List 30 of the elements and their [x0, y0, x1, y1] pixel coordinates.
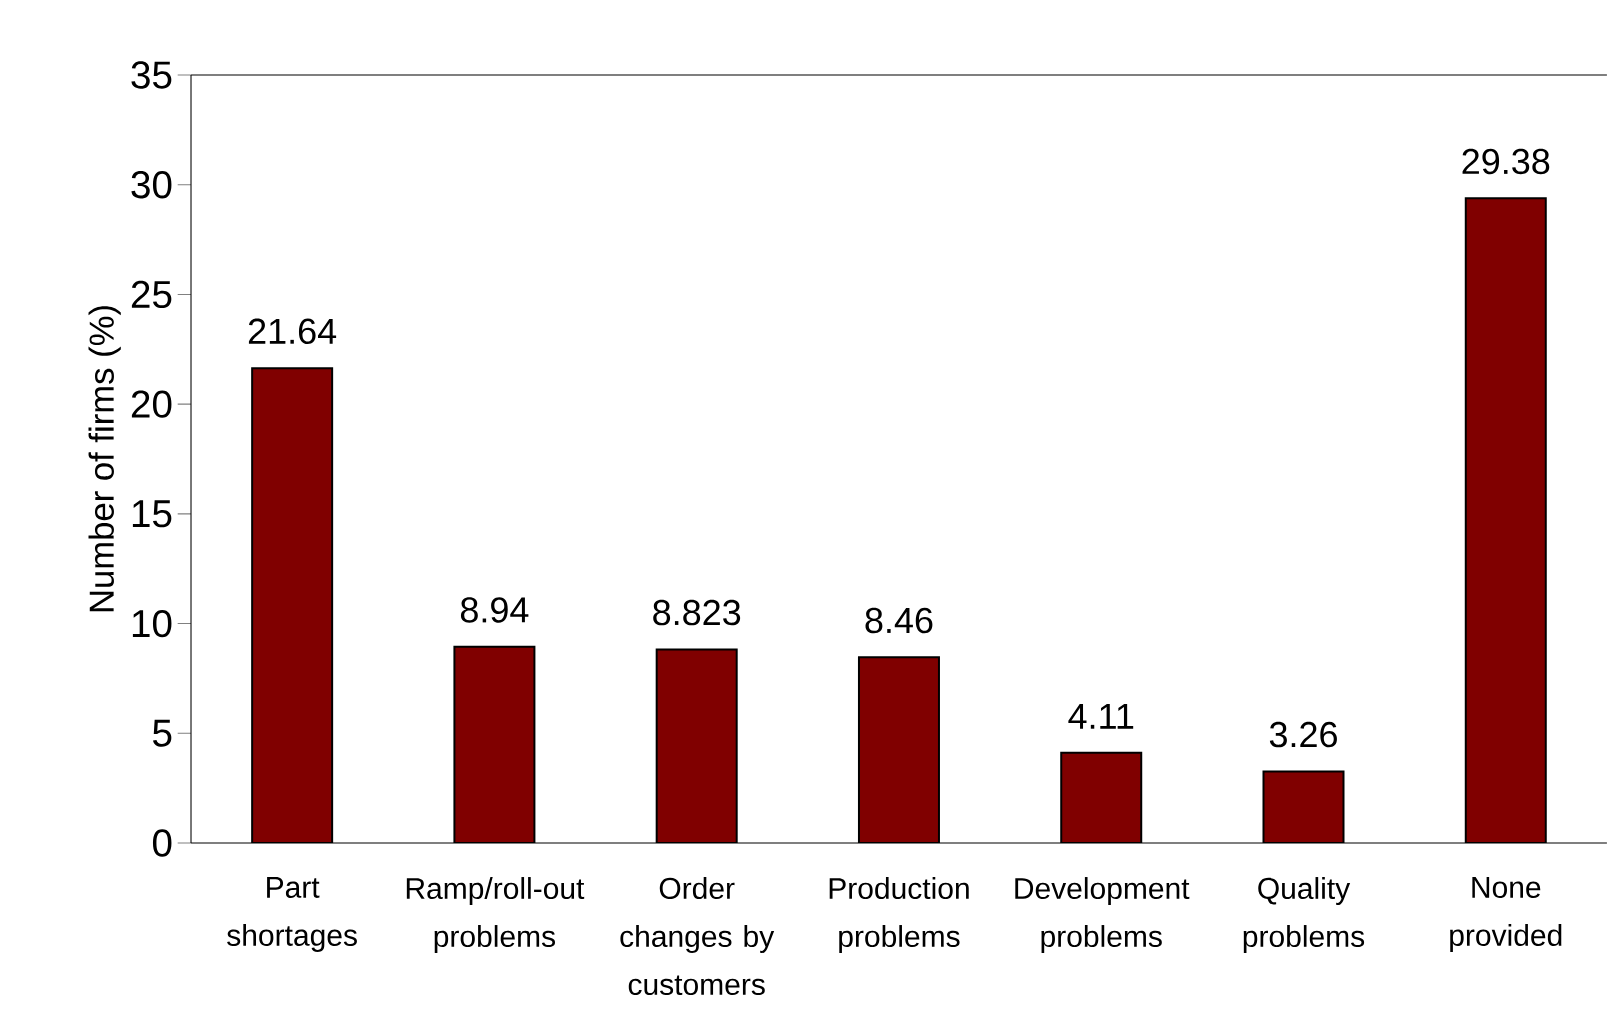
data-label: 4.11	[1068, 703, 1134, 729]
bar	[1464, 197, 1547, 843]
data-label: 21.64	[248, 318, 337, 345]
bar	[251, 367, 334, 843]
y-tick-label: 15	[132, 500, 172, 528]
data-label: 29.38	[1462, 148, 1550, 175]
bar	[453, 645, 536, 843]
data-label: 8.94	[460, 597, 529, 623]
x-tick-label: Production problems	[829, 877, 969, 954]
y-tick-label: 10	[132, 609, 172, 638]
data-label: 8.46	[865, 607, 933, 634]
x-tick-label: None provided	[1450, 877, 1562, 952]
x-tick-label: Order changes by customers	[620, 877, 775, 996]
y-tick-label: 0	[152, 829, 172, 857]
x-tick-label: Part shortages	[227, 877, 357, 952]
x-tick-label: Quality problems	[1243, 877, 1365, 954]
data-label: 8.823	[653, 599, 741, 626]
y-tick-label: 20	[131, 390, 172, 418]
bar	[857, 656, 940, 843]
y-tick-label: 5	[153, 719, 172, 747]
x-tick-label: Development problems	[1015, 877, 1190, 954]
y-tick-label: 35	[131, 61, 172, 89]
bar	[1262, 770, 1345, 843]
y-tick-label: 25	[131, 280, 172, 309]
bar	[1060, 751, 1143, 843]
x-tick-label: Ramp/roll-out problems	[406, 877, 585, 954]
data-label: 3.26	[1269, 721, 1337, 748]
bar	[655, 648, 738, 843]
y-tick-label: 30	[131, 171, 172, 199]
y-axis-title: Number of firms (%)	[88, 306, 121, 612]
